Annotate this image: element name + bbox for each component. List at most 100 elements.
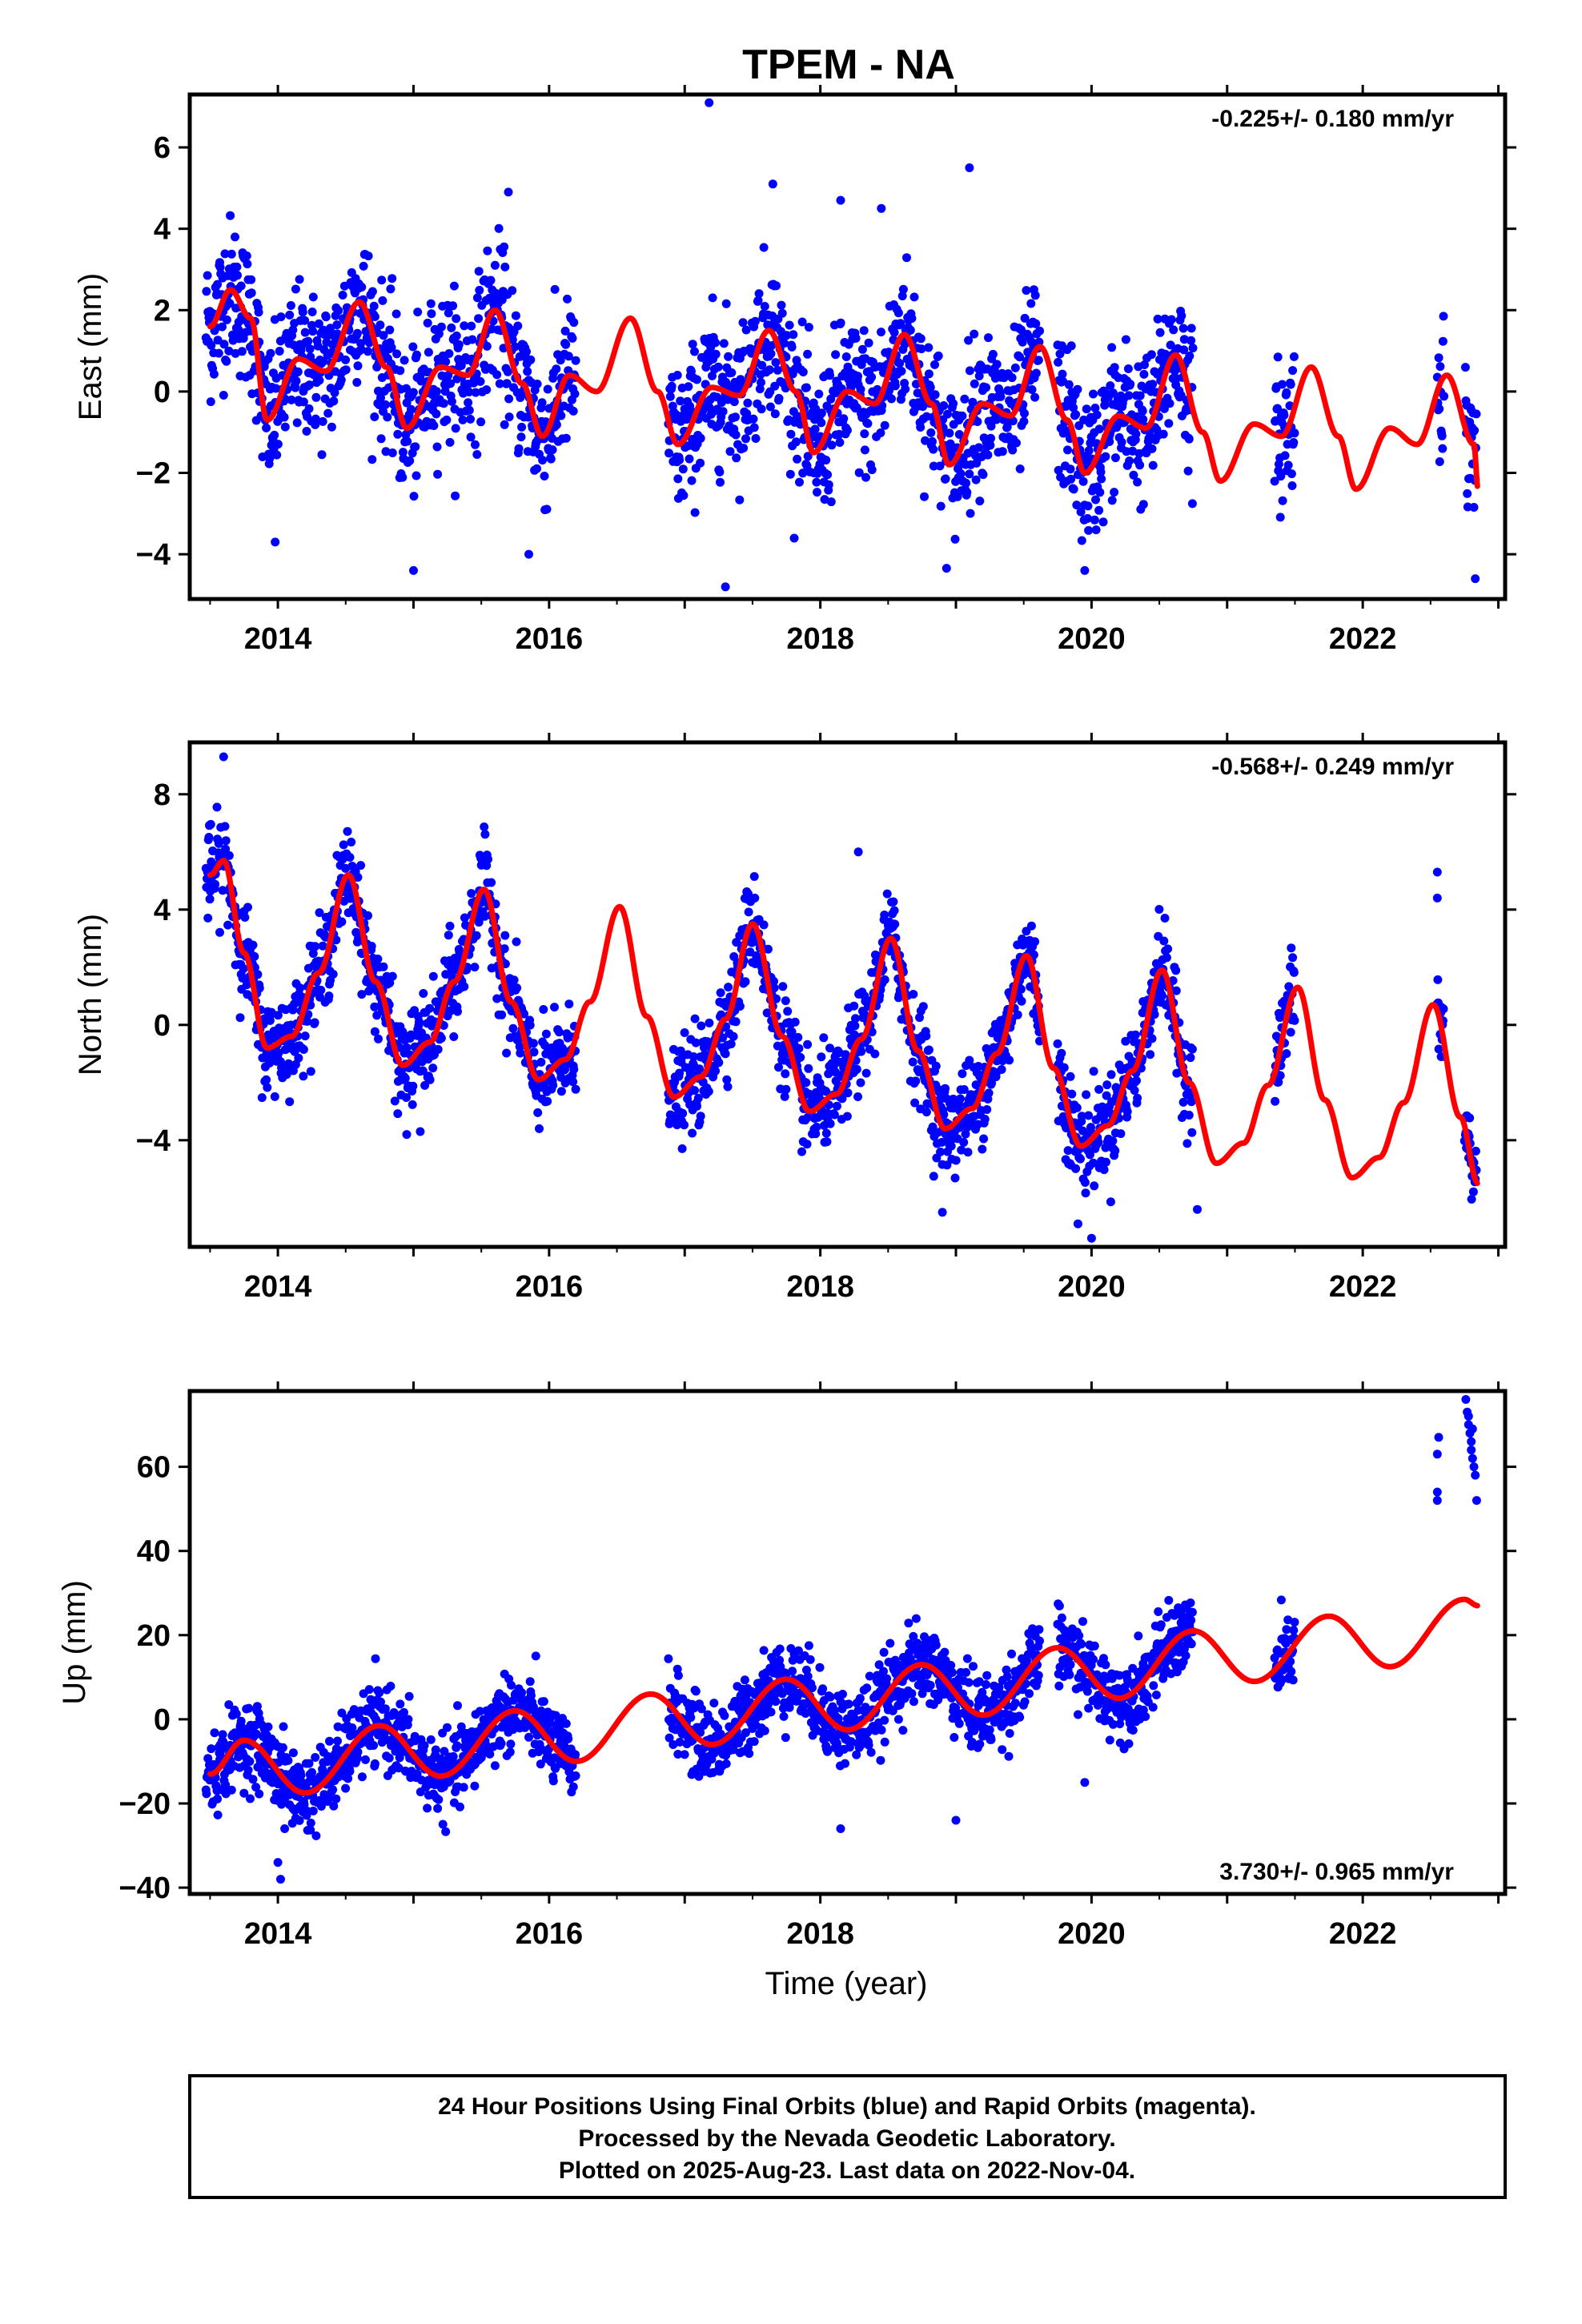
north-data-point [428, 971, 438, 981]
north-data-point [842, 1112, 852, 1121]
north-data-point [1187, 1044, 1197, 1054]
north-data-point [205, 895, 215, 904]
east-data-point [504, 394, 514, 404]
east-data-point [1185, 352, 1195, 360]
up-data-point [441, 1827, 451, 1836]
east-data-point [789, 330, 798, 340]
east-data-point [236, 281, 246, 291]
east-data-point [895, 359, 905, 368]
east-data-point [725, 447, 735, 456]
north-data-point [294, 1053, 303, 1063]
north-data-point [856, 1078, 865, 1088]
north-data-point [997, 1065, 1006, 1074]
north-data-point [224, 850, 234, 860]
east-data-point [386, 284, 396, 294]
east-data-point [247, 275, 256, 284]
north-data-point [212, 802, 222, 812]
east-data-point [329, 396, 339, 406]
east-data-point [974, 443, 984, 452]
north-data-point [211, 879, 220, 889]
north-data-point [270, 1092, 279, 1101]
north-data-point [1187, 1128, 1197, 1137]
east-data-point [897, 367, 906, 376]
north-data-point [1081, 1188, 1090, 1198]
north-data-point [425, 1075, 435, 1084]
east-x-tick-label: 2018 [786, 622, 854, 656]
east-data-point [772, 281, 781, 291]
north-data-point [1290, 1015, 1299, 1025]
up-data-point [386, 1682, 396, 1691]
up-data-point [548, 1776, 558, 1786]
east-data-point [427, 309, 436, 319]
east-data-point [476, 417, 486, 427]
east-data-point [543, 384, 552, 394]
north-data-point [543, 1096, 552, 1106]
north-data-point [889, 906, 899, 915]
east-data-point [560, 326, 570, 336]
east-data-point [786, 429, 796, 439]
up-data-point [279, 1722, 288, 1731]
east-data-point [369, 301, 379, 311]
east-data-point [826, 497, 836, 507]
east-data-point [542, 505, 552, 514]
north-data-point [783, 1007, 793, 1016]
north-data-point [1110, 1146, 1120, 1156]
north-data-point [778, 982, 788, 991]
east-data-point [893, 308, 903, 318]
north-data-point [852, 1064, 861, 1074]
east-data-point [935, 461, 945, 471]
east-data-point [687, 476, 697, 485]
east-data-point [307, 308, 317, 316]
up-data-point [691, 1687, 701, 1696]
east-data-point [1072, 501, 1082, 510]
east-data-point [564, 352, 573, 361]
up-data-point [213, 1810, 223, 1819]
east-data-point [724, 352, 733, 361]
up-data-point [673, 1671, 683, 1680]
east-data-point [308, 327, 318, 336]
north-data-point [812, 1122, 821, 1132]
north-data-point [299, 1072, 308, 1081]
east-data-point [341, 355, 351, 364]
north-y-tick-label: −4 [136, 1124, 171, 1158]
north-data-point [1090, 1181, 1099, 1191]
east-data-point [1095, 488, 1105, 497]
east-data-point [690, 508, 700, 517]
up-data-point [331, 1794, 341, 1803]
north-data-point [1030, 937, 1040, 947]
east-data-point [921, 436, 930, 445]
east-data-point [363, 347, 372, 356]
east-data-point [958, 411, 967, 420]
north-data-point [1184, 1111, 1194, 1120]
east-data-point [387, 343, 396, 352]
east-data-point [898, 284, 908, 294]
east-data-point [375, 400, 384, 409]
north-x-tick-label: 2022 [1329, 1270, 1397, 1304]
east-data-point [300, 316, 310, 325]
east-data-point [817, 408, 826, 418]
east-data-point [954, 430, 964, 439]
east-data-point [688, 340, 697, 349]
east-data-point [1147, 444, 1157, 453]
east-data-point [1091, 495, 1100, 505]
north-data-point [564, 999, 574, 1009]
east-data-point [975, 497, 985, 506]
up-data-point [470, 1781, 480, 1791]
up-data-point [531, 1651, 540, 1661]
north-data-point [219, 752, 228, 762]
east-data-point [203, 271, 212, 280]
east-data-point [1010, 363, 1020, 372]
up-data-point [202, 1789, 211, 1799]
north-data-point [1106, 1070, 1116, 1080]
east-data-point [446, 379, 456, 388]
east-data-point [380, 400, 390, 409]
north-data-point [696, 1112, 705, 1121]
east-data-point [1054, 357, 1063, 367]
east-data-point [754, 289, 764, 299]
east-data-point [964, 336, 974, 345]
north-data-point [984, 1088, 994, 1098]
east-data-point [1080, 565, 1090, 575]
north-data-point [918, 1002, 928, 1011]
up-data-point [709, 1699, 719, 1708]
